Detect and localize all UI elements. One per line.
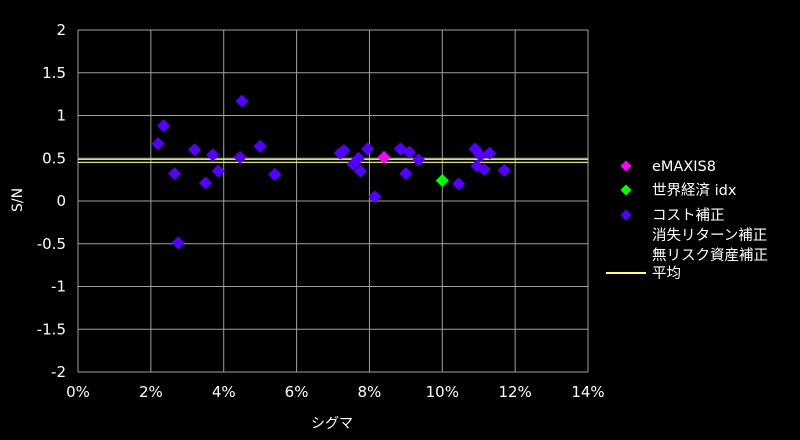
legend-label: eMAXIS8 [652, 159, 716, 175]
data-point [477, 162, 491, 176]
data-point [353, 164, 367, 178]
legend-label: 消失リターン補正 [652, 227, 767, 244]
data-point [435, 173, 449, 187]
data-point [361, 142, 375, 156]
legend-label: 平均 [652, 265, 681, 282]
data-point [399, 167, 413, 181]
y-tick-label: 0 [56, 192, 66, 210]
data-point [151, 137, 165, 151]
x-tick-label: 2% [139, 383, 163, 401]
data-point [211, 164, 225, 178]
data-point [474, 149, 488, 163]
data-point [157, 119, 171, 133]
y-tick-label: -2 [51, 363, 66, 381]
data-point [452, 177, 466, 191]
x-axis-title: シグマ [311, 416, 353, 432]
data-point [171, 236, 185, 250]
x-tick-label: 12% [498, 383, 531, 401]
x-tick-label: 4% [212, 383, 236, 401]
legend-marker [620, 209, 632, 221]
data-point [188, 143, 202, 157]
y-tick-label: 0.5 [42, 149, 66, 167]
data-point [168, 167, 182, 181]
data-point [497, 163, 511, 177]
y-tick-label: 2 [56, 21, 66, 39]
data-point [352, 151, 365, 165]
legend-marker [620, 184, 632, 196]
data-points [151, 94, 511, 250]
x-tick-label: 0% [66, 383, 90, 401]
data-point [199, 176, 212, 190]
reference-line-layer [78, 158, 588, 163]
x-tick-labels: 0% 2% 4% 6% 8% 10% 12% 14% [66, 383, 605, 401]
data-point [253, 139, 267, 153]
x-tick-label: 6% [285, 383, 309, 401]
y-axis-title: S/N [10, 188, 26, 212]
data-point [268, 167, 282, 181]
grid [77, 29, 589, 373]
data-point [235, 94, 249, 108]
data-point [377, 150, 391, 164]
data-point [483, 146, 497, 160]
y-tick-label: -0.5 [37, 235, 66, 253]
legend-label: コスト補正 [652, 207, 725, 224]
y-tick-label: 1 [56, 107, 66, 125]
legend-marker [620, 160, 632, 172]
data-point [206, 148, 220, 162]
y-tick-label: 1.5 [42, 64, 66, 82]
x-tick-label: 10% [426, 383, 459, 401]
y-tick-label: -1.5 [37, 320, 66, 338]
x-tick-label: 8% [358, 383, 382, 401]
data-point [368, 190, 382, 204]
legend-label: 無リスク資産補正 [652, 247, 768, 264]
x-tick-label: 14% [571, 383, 604, 401]
legend-label: 世界経済 idx [652, 182, 737, 199]
data-point [337, 144, 351, 158]
data-point [412, 153, 426, 167]
data-point [403, 145, 416, 159]
y-tick-labels: 2 1.5 1 0.5 0 -0.5 -1 -1.5 -2 [37, 21, 66, 381]
y-tick-label: -1 [51, 278, 66, 296]
data-point [233, 150, 247, 164]
